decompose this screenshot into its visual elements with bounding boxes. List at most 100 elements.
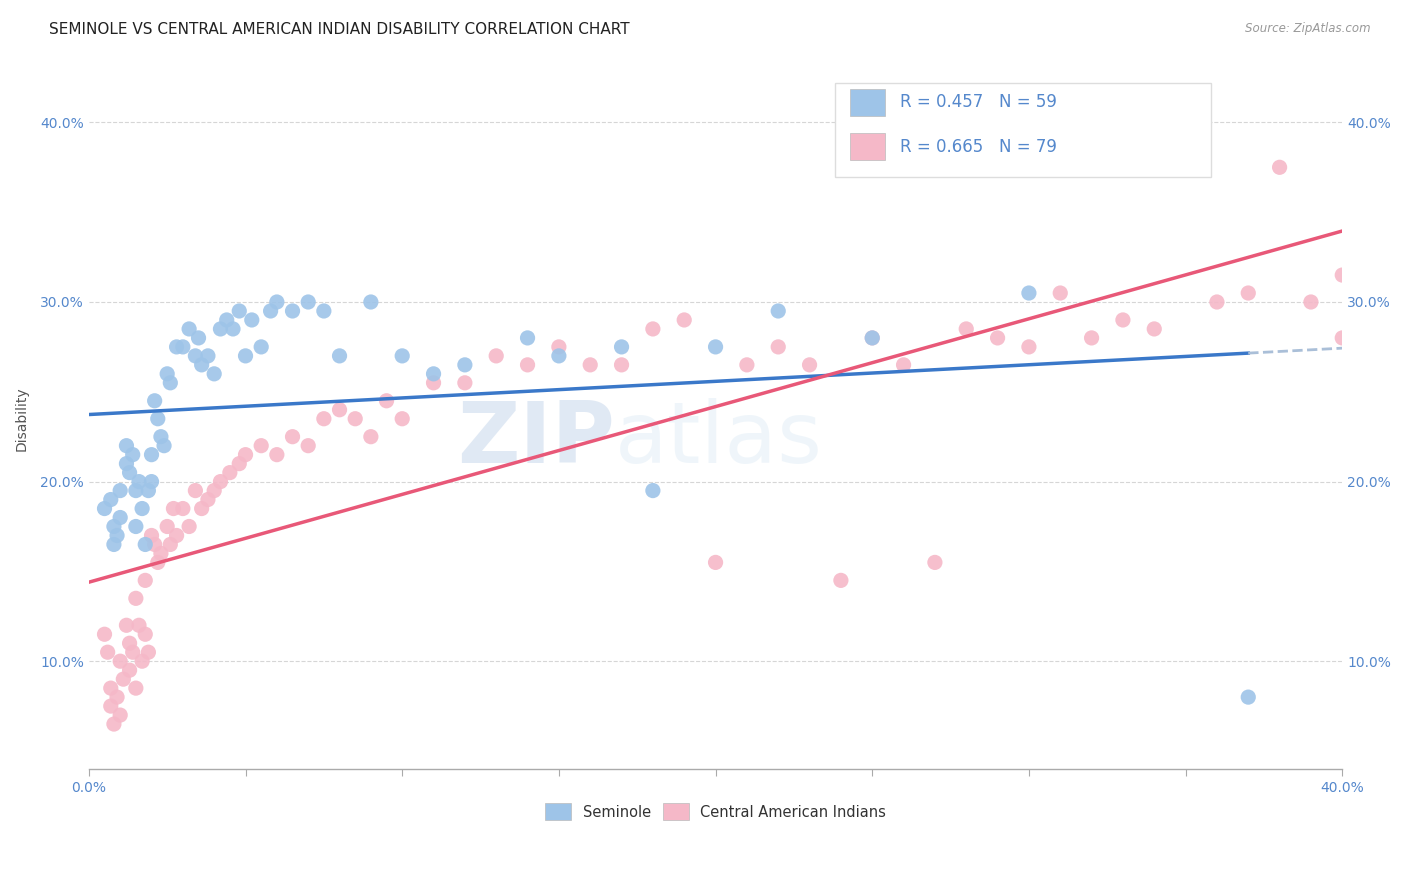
Bar xyxy=(849,134,884,160)
Point xyxy=(328,349,350,363)
Point xyxy=(987,331,1010,345)
Point xyxy=(259,304,281,318)
Point xyxy=(454,358,477,372)
Point xyxy=(955,322,977,336)
Point xyxy=(118,663,141,677)
Point xyxy=(108,510,131,524)
Point xyxy=(266,295,288,310)
Point xyxy=(924,556,946,570)
Point xyxy=(97,645,120,659)
Point xyxy=(172,340,194,354)
Point xyxy=(134,574,156,588)
Point xyxy=(112,672,135,686)
Point xyxy=(1018,285,1040,300)
Point xyxy=(1237,285,1260,300)
Text: R = 0.457   N = 59: R = 0.457 N = 59 xyxy=(900,94,1057,112)
Text: atlas: atlas xyxy=(616,398,824,482)
Point xyxy=(156,519,179,533)
Point xyxy=(118,466,141,480)
Point xyxy=(143,393,166,408)
Point xyxy=(422,376,444,390)
Point xyxy=(297,295,319,310)
Point xyxy=(360,430,382,444)
Point xyxy=(516,331,538,345)
Point xyxy=(100,492,122,507)
Point xyxy=(547,349,569,363)
Y-axis label: Disability: Disability xyxy=(15,386,30,451)
Point xyxy=(235,349,257,363)
Point xyxy=(141,528,163,542)
Point xyxy=(360,295,382,310)
Point xyxy=(103,519,125,533)
Point xyxy=(547,340,569,354)
Point xyxy=(235,448,257,462)
Point xyxy=(131,654,153,668)
Point xyxy=(197,492,219,507)
Point xyxy=(149,430,172,444)
Point xyxy=(179,322,201,336)
Point xyxy=(153,439,176,453)
Point xyxy=(149,546,172,560)
Point xyxy=(485,349,508,363)
Point xyxy=(1299,295,1322,310)
Point xyxy=(128,475,150,489)
Point xyxy=(215,313,238,327)
Point xyxy=(893,358,915,372)
Point xyxy=(768,304,790,318)
Point xyxy=(184,483,207,498)
Point xyxy=(1080,331,1102,345)
Point xyxy=(641,483,664,498)
Point xyxy=(250,340,273,354)
Point xyxy=(735,358,758,372)
Point xyxy=(162,501,184,516)
Point xyxy=(391,349,413,363)
Point xyxy=(1237,690,1260,705)
Point xyxy=(312,304,335,318)
Point xyxy=(134,537,156,551)
Bar xyxy=(849,89,884,116)
Point xyxy=(209,475,232,489)
Point xyxy=(190,358,212,372)
Point xyxy=(166,528,188,542)
Legend: Seminole, Central American Indians: Seminole, Central American Indians xyxy=(540,799,890,825)
Point xyxy=(172,501,194,516)
Point xyxy=(141,475,163,489)
Point xyxy=(190,501,212,516)
Point xyxy=(103,537,125,551)
Point xyxy=(209,322,232,336)
Point xyxy=(125,681,148,695)
Point xyxy=(1331,268,1354,282)
Point xyxy=(704,340,727,354)
Point xyxy=(108,708,131,723)
Point xyxy=(187,331,209,345)
Point xyxy=(115,618,138,632)
FancyBboxPatch shape xyxy=(835,83,1211,178)
Point xyxy=(422,367,444,381)
Point xyxy=(297,439,319,453)
Point xyxy=(197,349,219,363)
Point xyxy=(202,483,225,498)
Point xyxy=(375,393,398,408)
Point xyxy=(141,448,163,462)
Point xyxy=(218,466,240,480)
Point xyxy=(125,519,148,533)
Point xyxy=(1268,161,1291,175)
Point xyxy=(108,654,131,668)
Point xyxy=(93,627,115,641)
Point xyxy=(125,483,148,498)
Point xyxy=(179,519,201,533)
Point xyxy=(93,501,115,516)
Point xyxy=(100,699,122,714)
Point xyxy=(1049,285,1071,300)
Point xyxy=(143,537,166,551)
Point xyxy=(105,528,128,542)
Point xyxy=(222,322,245,336)
Point xyxy=(768,340,790,354)
Point xyxy=(673,313,696,327)
Point xyxy=(266,448,288,462)
Point xyxy=(1143,322,1166,336)
Point xyxy=(118,636,141,650)
Point xyxy=(454,376,477,390)
Point xyxy=(1112,313,1135,327)
Point xyxy=(121,645,143,659)
